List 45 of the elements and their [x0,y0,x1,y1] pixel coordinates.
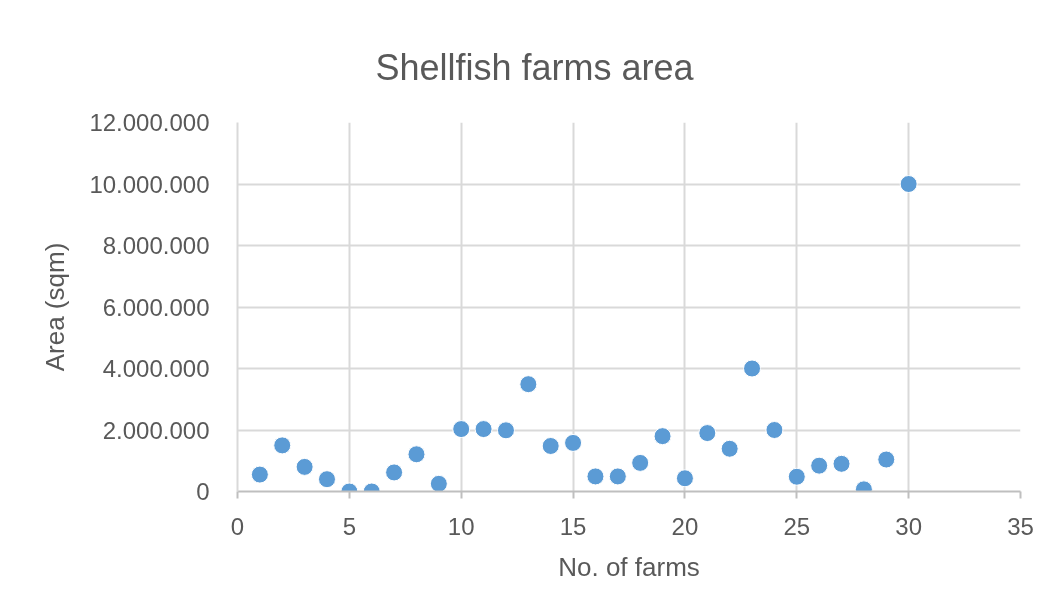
x-tick-label: 0 [230,512,245,540]
point [698,424,717,443]
point [675,469,694,488]
point [429,474,448,492]
x-axis-title: No. of farms [558,551,700,582]
x-tick-label: 10 [447,512,475,540]
point [899,175,918,193]
point [877,450,896,469]
x-tick-label: 30 [895,512,922,540]
x-tick-label: 25 [783,512,811,540]
y-tick-label: 10.000.000 [89,170,210,198]
point [519,375,538,394]
x-tick-label: 5 [342,512,357,540]
point [273,436,292,455]
point [250,465,269,484]
point [295,457,314,476]
point [496,421,515,440]
point [653,427,672,446]
y-tick-label: 2.000.000 [102,416,210,444]
point [385,463,404,482]
point [810,456,829,475]
point [743,359,762,378]
point [474,420,493,439]
chart-title: Shellfish farms area [375,47,695,88]
x-tick-label: 15 [559,512,587,540]
y-tick-label: 0 [196,478,210,505]
y-tick-label: 6.000.000 [102,293,210,321]
y-tick-label: 4.000.000 [102,355,210,382]
point [452,420,471,439]
point [541,437,560,455]
point [720,439,739,458]
point [608,467,627,486]
y-axis-title: Area (sqm) [40,242,71,372]
point [787,467,806,486]
y-tick-label: 12.000.000 [89,109,210,136]
y-tick-label: 8.000.000 [102,232,210,259]
point [564,433,583,452]
point [832,454,851,473]
point [631,453,650,472]
point [317,470,336,489]
point [765,421,784,439]
point [407,445,426,464]
x-tick-label: 20 [671,512,699,540]
x-tick-label: 35 [1007,512,1034,540]
point [586,467,605,486]
